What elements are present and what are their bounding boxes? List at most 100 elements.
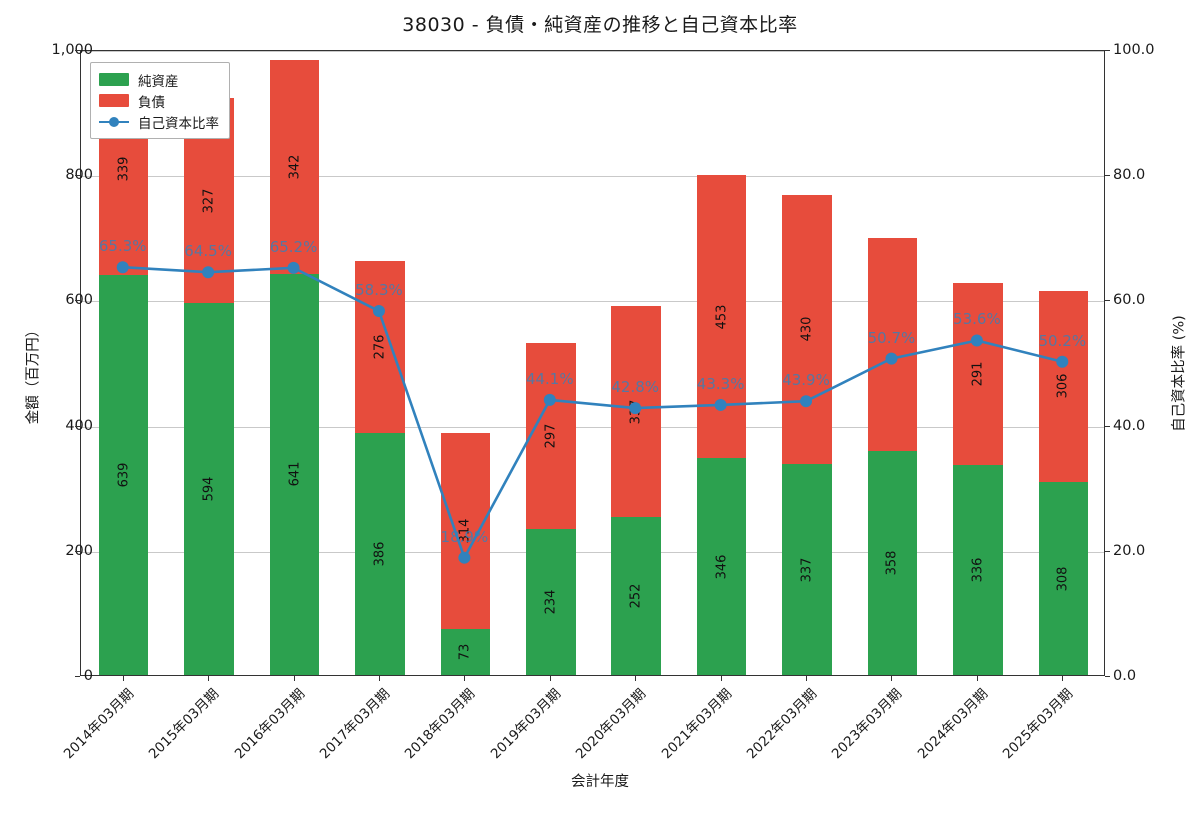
bar-segment-equity[interactable]: 337 bbox=[782, 464, 832, 675]
bar-segment-equity[interactable]: 234 bbox=[526, 528, 576, 675]
bar-value-label: 346 bbox=[714, 554, 730, 580]
chart-title: 38030 - 負債・純資産の推移と自己資本比率 bbox=[402, 14, 798, 36]
bar-value-label: 594 bbox=[201, 476, 217, 502]
bar-column[interactable]: 73 314 bbox=[440, 432, 491, 675]
bar-segment-debt[interactable]: 430 bbox=[782, 194, 832, 465]
y-axis-right-title: 自己資本比率 (%) bbox=[1171, 315, 1188, 432]
bar-column[interactable]: 641 342 bbox=[269, 59, 320, 675]
y-axis-right-tick-mark bbox=[1105, 300, 1110, 302]
x-axis-tick-mark bbox=[806, 676, 808, 681]
bar-value-label: 73 bbox=[457, 643, 473, 661]
equity-ratio-value-label: 50.2% bbox=[1038, 331, 1087, 350]
y-axis-right-tick-label: 80.0 bbox=[1113, 167, 1146, 184]
bar-value-label: 276 bbox=[372, 334, 388, 360]
bar-segment-debt[interactable]: 337 bbox=[611, 306, 661, 518]
y-axis-left-tick-label: 0 bbox=[83, 668, 93, 684]
bar-column[interactable]: 594 327 bbox=[184, 98, 234, 675]
equity-ratio-value-label: 44.1% bbox=[525, 369, 574, 388]
equity-ratio-value-label: 42.8% bbox=[611, 378, 660, 397]
bar-column[interactable]: 234 297 bbox=[526, 342, 576, 675]
y-axis-right-tick-label: 60.0 bbox=[1113, 292, 1146, 309]
bar-column[interactable]: 336 291 bbox=[953, 282, 1003, 675]
x-axis-tick-mark bbox=[1062, 676, 1064, 681]
bar-segment-equity[interactable]: 252 bbox=[611, 517, 661, 675]
bar-segment-equity[interactable]: 639 bbox=[98, 275, 149, 675]
bar-value-label: 639 bbox=[116, 462, 132, 488]
x-axis-tick-mark bbox=[378, 676, 380, 681]
x-tick-label: 2014年03月期 bbox=[60, 685, 137, 763]
x-axis-title: 会計年度 bbox=[571, 774, 629, 790]
chart-figure: 38030 - 負債・純資産の推移と自己資本比率 639 339 594 327 641… bbox=[26, 14, 1188, 790]
bar-value-label: 327 bbox=[201, 188, 217, 214]
legend: 純資産 負債 自己資本比率 bbox=[90, 62, 230, 139]
bar-value-label: 306 bbox=[1055, 374, 1071, 399]
equity-ratio-value-label: 43.9% bbox=[782, 371, 830, 390]
equity-ratio-value-label: 65.2% bbox=[269, 237, 318, 256]
bar-column[interactable]: 386 276 bbox=[355, 260, 405, 675]
y-axis-right-tick-mark bbox=[1105, 50, 1110, 51]
x-axis-tick-mark bbox=[976, 676, 978, 681]
bar-value-label: 291 bbox=[970, 361, 986, 387]
bar-column[interactable]: 346 453 bbox=[696, 174, 747, 675]
equity-ratio-value-label: 58.3% bbox=[355, 281, 403, 300]
bar-segment-equity[interactable]: 308 bbox=[1038, 482, 1089, 675]
y-axis-right-tick-label: 40.0 bbox=[1113, 417, 1146, 434]
y-axis-right-tick-mark bbox=[1105, 550, 1110, 552]
bar-value-label: 337 bbox=[628, 399, 644, 425]
bar-segment-equity[interactable]: 336 bbox=[953, 464, 1003, 675]
y-axis-right-tick-mark bbox=[1105, 676, 1110, 677]
bar-value-label: 339 bbox=[116, 156, 132, 182]
bar-value-label: 308 bbox=[1055, 566, 1071, 592]
bar-value-label: 386 bbox=[372, 541, 388, 567]
bar-segment-equity[interactable]: 358 bbox=[867, 450, 918, 675]
legend-swatch-equity bbox=[99, 73, 129, 86]
legend-item-debt: 負債 bbox=[99, 90, 219, 111]
bar-segment-debt[interactable]: 342 bbox=[269, 59, 320, 274]
legend-label-debt: 負債 bbox=[138, 94, 165, 111]
x-tick-label: 2024年03月期 bbox=[914, 685, 992, 763]
bar-value-label: 641 bbox=[287, 461, 303, 487]
legend-label-equity-ratio: 自己資本比率 bbox=[138, 115, 219, 132]
plot-area: 639 339 594 327 641 342 386 276 73 314 234 297 252 33… bbox=[80, 50, 1105, 676]
x-tick-label: 2020年03月期 bbox=[572, 685, 650, 763]
y-axis-left-tick-label: 1,000 bbox=[51, 42, 93, 58]
bar-value-label: 336 bbox=[970, 557, 986, 583]
y-axis-right-tick-mark bbox=[1105, 175, 1110, 177]
bar-column[interactable]: 252 337 bbox=[611, 306, 661, 675]
bar-value-label: 337 bbox=[799, 557, 815, 582]
x-tick-label: 2019年03月期 bbox=[487, 685, 564, 763]
legend-item-equity: 純資産 bbox=[99, 69, 219, 90]
equity-ratio-value-label: 50.7% bbox=[867, 328, 916, 347]
y-axis-right-tick-label: 20.0 bbox=[1113, 542, 1146, 559]
bar-column[interactable]: 358 bbox=[867, 238, 918, 675]
y-axis-left-tick-mark bbox=[75, 550, 80, 552]
equity-ratio-value-label: 18.9% bbox=[440, 527, 489, 546]
gridline bbox=[81, 176, 1104, 178]
x-tick-label: 2025年03月期 bbox=[1000, 685, 1077, 763]
bar-segment-equity[interactable]: 641 bbox=[269, 273, 320, 675]
x-tick-label: 2018年03月期 bbox=[402, 685, 479, 763]
legend-label-equity: 純資産 bbox=[138, 73, 179, 90]
y-axis-right-tick-label: 0.0 bbox=[1113, 668, 1137, 684]
bar-value-label: 252 bbox=[628, 583, 644, 609]
bar-segment-equity[interactable]: 594 bbox=[184, 303, 234, 675]
bar-segment-equity[interactable]: 73 bbox=[440, 629, 491, 675]
y-axis-right-tick-label: 100.0 bbox=[1113, 42, 1155, 58]
x-tick-label: 2021年03月期 bbox=[658, 685, 735, 763]
bar-column[interactable]: 337 430 bbox=[782, 194, 832, 675]
x-axis-tick-mark bbox=[464, 676, 466, 681]
bar-column[interactable]: 639 339 bbox=[98, 62, 149, 675]
bar-segment-debt[interactable]: 306 bbox=[1038, 290, 1089, 483]
x-axis-tick-mark bbox=[891, 676, 893, 681]
y-axis-left-tick-mark bbox=[75, 300, 80, 302]
bar-segment-equity[interactable]: 346 bbox=[696, 458, 747, 675]
x-tick-label: 2022年03月期 bbox=[743, 685, 821, 763]
legend-item-equity-ratio: 自己資本比率 bbox=[99, 111, 219, 132]
equity-ratio-value-label: 65.3% bbox=[98, 237, 147, 256]
y-axis-left-tick-mark bbox=[75, 175, 80, 177]
bar-value-label: 342 bbox=[287, 154, 303, 180]
bar-segment-equity[interactable]: 386 bbox=[355, 433, 405, 675]
gridline bbox=[81, 301, 1104, 303]
bar-segment-debt[interactable]: 453 bbox=[696, 174, 747, 459]
x-axis-tick-mark bbox=[720, 676, 722, 681]
